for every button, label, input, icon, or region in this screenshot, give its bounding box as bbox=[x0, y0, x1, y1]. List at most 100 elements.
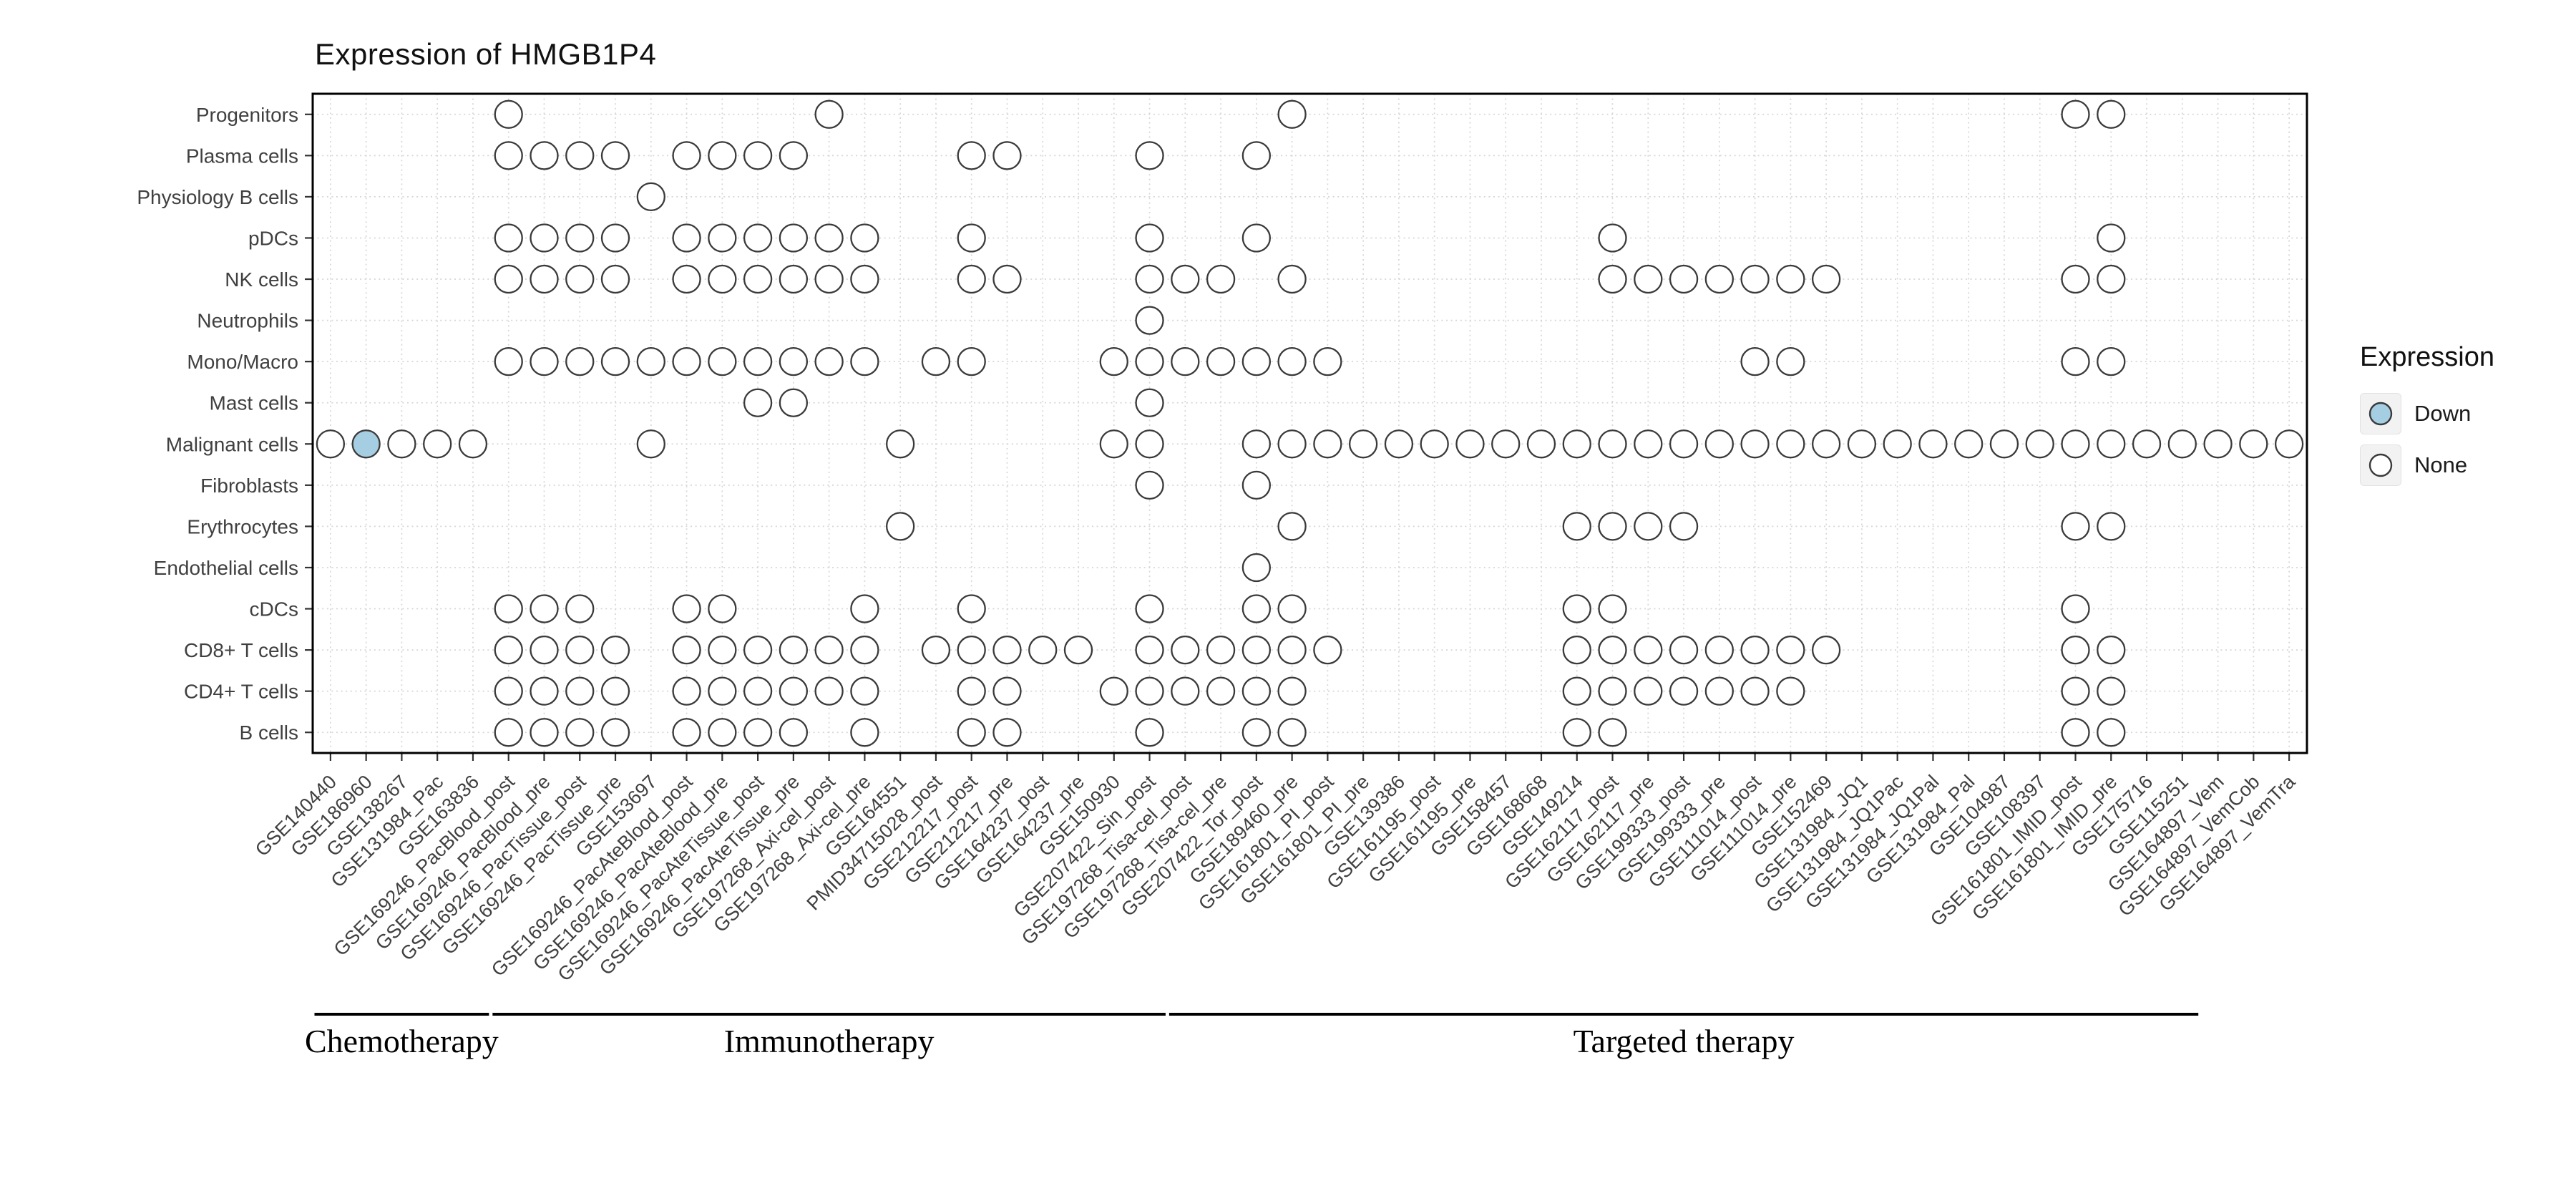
dot-none bbox=[1135, 594, 1164, 623]
dot-none bbox=[1740, 264, 1770, 294]
dot-none bbox=[672, 223, 701, 253]
dot-none bbox=[1562, 676, 1591, 706]
dot-none bbox=[1491, 429, 1521, 459]
dot-none bbox=[708, 347, 737, 376]
y-tick-label: Physiology B cells bbox=[137, 186, 298, 208]
dot-none bbox=[1241, 141, 1271, 170]
dot-none bbox=[814, 223, 844, 253]
dot-none bbox=[1669, 512, 1699, 541]
dot-none bbox=[1811, 264, 1841, 294]
dot-none bbox=[1776, 264, 1805, 294]
dot-none bbox=[2061, 718, 2090, 747]
dot-none bbox=[494, 223, 523, 253]
dot-none bbox=[1135, 347, 1164, 376]
dot-none bbox=[1135, 635, 1164, 665]
dot-none bbox=[672, 264, 701, 294]
dot-none bbox=[1135, 306, 1164, 335]
dot-none bbox=[1135, 223, 1164, 253]
dot-none bbox=[1669, 635, 1699, 665]
y-tick-label: Neutrophils bbox=[197, 310, 298, 332]
dot-none bbox=[2061, 676, 2090, 706]
legend: Expression Down None bbox=[2360, 342, 2494, 486]
dot-none bbox=[600, 141, 630, 170]
dot-none bbox=[957, 635, 986, 665]
dot-none bbox=[1135, 676, 1164, 706]
dot-none bbox=[1598, 512, 1627, 541]
down-dot-icon bbox=[2368, 402, 2393, 426]
dot-none bbox=[1598, 718, 1627, 747]
dot-none bbox=[1313, 429, 1342, 459]
dot-none bbox=[743, 223, 773, 253]
dot-none bbox=[957, 718, 986, 747]
dot-none bbox=[1063, 635, 1093, 665]
dot-none bbox=[1989, 429, 2019, 459]
dot-none bbox=[1277, 718, 1307, 747]
dot-none bbox=[494, 99, 523, 129]
y-tick-label: Endothelial cells bbox=[154, 557, 298, 579]
dot-none bbox=[1562, 718, 1591, 747]
chart-title: Expression of HMGB1P4 bbox=[315, 37, 657, 71]
dot-none bbox=[600, 223, 630, 253]
dot-none bbox=[1277, 512, 1307, 541]
dot-none bbox=[992, 676, 1022, 706]
dot-none bbox=[886, 512, 915, 541]
dot-none bbox=[1776, 347, 1805, 376]
dot-none bbox=[2061, 594, 2090, 623]
legend-label-down: Down bbox=[2414, 401, 2472, 426]
dot-none bbox=[2097, 676, 2126, 706]
dot-none bbox=[992, 635, 1022, 665]
dot-none bbox=[743, 676, 773, 706]
dot-none bbox=[779, 347, 809, 376]
dot-none bbox=[1562, 635, 1591, 665]
dot-none bbox=[1704, 676, 1734, 706]
dot-none bbox=[1277, 429, 1307, 459]
dot-none bbox=[1099, 347, 1128, 376]
dot-none bbox=[992, 141, 1022, 170]
y-tick-label: B cells bbox=[240, 721, 298, 744]
dot-none bbox=[1241, 470, 1271, 500]
dot-none bbox=[743, 388, 773, 417]
legend-entry-none: None bbox=[2360, 444, 2494, 486]
dot-none bbox=[743, 635, 773, 665]
dot-none bbox=[1206, 635, 1236, 665]
dot-none bbox=[1740, 676, 1770, 706]
dot-none bbox=[2061, 99, 2090, 129]
dot-none bbox=[779, 635, 809, 665]
dot-none bbox=[494, 347, 523, 376]
dot-none bbox=[1241, 429, 1271, 459]
dot-none bbox=[779, 388, 809, 417]
dot-none bbox=[814, 264, 844, 294]
dot-none bbox=[530, 635, 559, 665]
group-label: Immunotherapy bbox=[724, 1023, 935, 1059]
dot-none bbox=[1277, 347, 1307, 376]
dot-none bbox=[672, 676, 701, 706]
dot-none bbox=[2061, 429, 2090, 459]
dot-none bbox=[565, 635, 595, 665]
dot-none bbox=[1634, 429, 1663, 459]
dot-none bbox=[1811, 429, 1841, 459]
dot-none bbox=[458, 429, 488, 459]
dot-none bbox=[708, 676, 737, 706]
dot-none bbox=[530, 264, 559, 294]
dot-none bbox=[1206, 676, 1236, 706]
dot-none bbox=[779, 264, 809, 294]
dot-none bbox=[316, 429, 346, 459]
dot-none bbox=[850, 718, 879, 747]
dot-none bbox=[1241, 553, 1271, 583]
dot-none bbox=[2097, 429, 2126, 459]
dot-none bbox=[2097, 264, 2126, 294]
dot-none bbox=[530, 718, 559, 747]
dot-none bbox=[814, 635, 844, 665]
dot-none bbox=[1776, 676, 1805, 706]
dot-none bbox=[530, 594, 559, 623]
dot-none bbox=[1704, 635, 1734, 665]
dot-none bbox=[565, 347, 595, 376]
dot-none bbox=[600, 635, 630, 665]
dot-none bbox=[1704, 429, 1734, 459]
legend-entry-down: Down bbox=[2360, 393, 2494, 434]
dot-none bbox=[1135, 264, 1164, 294]
dot-none bbox=[1099, 676, 1128, 706]
dot-none bbox=[1847, 429, 1877, 459]
dot-none bbox=[1135, 429, 1164, 459]
